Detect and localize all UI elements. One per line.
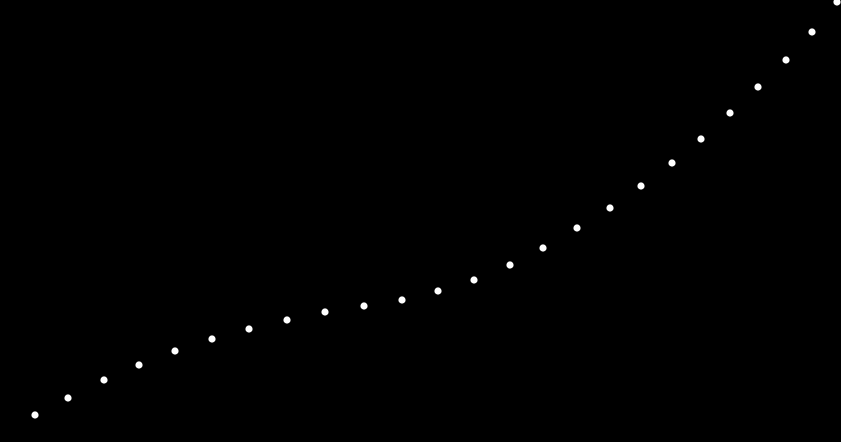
data-point (245, 325, 253, 333)
data-point-layer (31, 0, 841, 419)
data-point (573, 224, 581, 232)
data-point (726, 109, 734, 117)
data-point (668, 159, 676, 167)
data-point (135, 361, 143, 369)
data-point (697, 135, 705, 143)
data-point (100, 376, 108, 384)
data-point (321, 308, 329, 316)
data-point (506, 261, 514, 269)
data-point (637, 182, 645, 190)
data-point (808, 28, 816, 36)
data-point (398, 296, 406, 304)
data-point (64, 394, 72, 402)
data-point (754, 83, 762, 91)
data-point (31, 411, 39, 419)
data-point (434, 287, 442, 295)
data-point (606, 204, 614, 212)
data-point (283, 316, 291, 324)
data-point (470, 276, 478, 284)
data-point (208, 335, 216, 343)
data-point (171, 347, 179, 355)
data-point (833, 0, 841, 6)
data-point (539, 244, 547, 252)
data-point (782, 56, 790, 64)
data-point (360, 302, 368, 310)
